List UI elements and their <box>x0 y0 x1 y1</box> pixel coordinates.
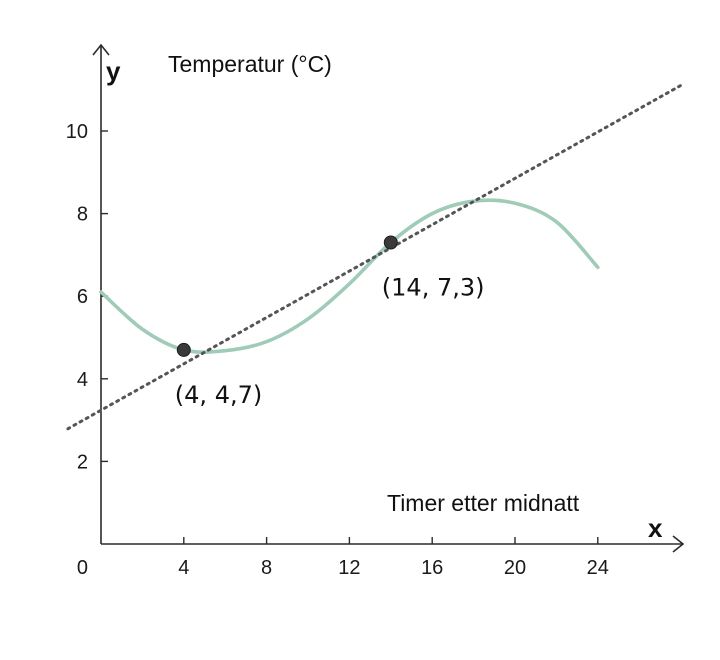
series <box>66 84 683 431</box>
y-axis-arrow <box>92 43 110 56</box>
y-tick-label: 10 <box>66 121 88 143</box>
x-axis-arrow <box>672 535 685 553</box>
y-tick-label: 6 <box>77 286 88 308</box>
data-point <box>176 342 191 357</box>
x-tick-label: 12 <box>338 557 360 579</box>
x-axis-label: x <box>648 513 663 543</box>
x-tick-label: 20 <box>504 557 526 579</box>
x-tick-label: 24 <box>587 557 609 579</box>
y-axis-title: Temperatur (°C) <box>168 51 332 77</box>
origin-label: 0 <box>77 557 88 579</box>
x-tick-label: 16 <box>421 557 443 579</box>
data-point <box>383 235 398 250</box>
point-label: (14, 7,3) <box>382 274 485 302</box>
y-tick-label: 8 <box>77 204 88 226</box>
point-label: (4, 4,7) <box>175 381 262 409</box>
secant-line <box>66 84 683 431</box>
y-tick-label: 2 <box>77 451 88 473</box>
x-tick-label: 4 <box>178 557 189 579</box>
x-tick-label: 8 <box>261 557 272 579</box>
y-axis-label: y <box>106 56 121 86</box>
points: (4, 4,7) (14, 7,3) <box>175 235 485 409</box>
x-axis-title: Timer etter midnatt <box>387 490 580 516</box>
temperature-curve <box>99 198 600 354</box>
y-tick-label: 4 <box>77 369 88 391</box>
